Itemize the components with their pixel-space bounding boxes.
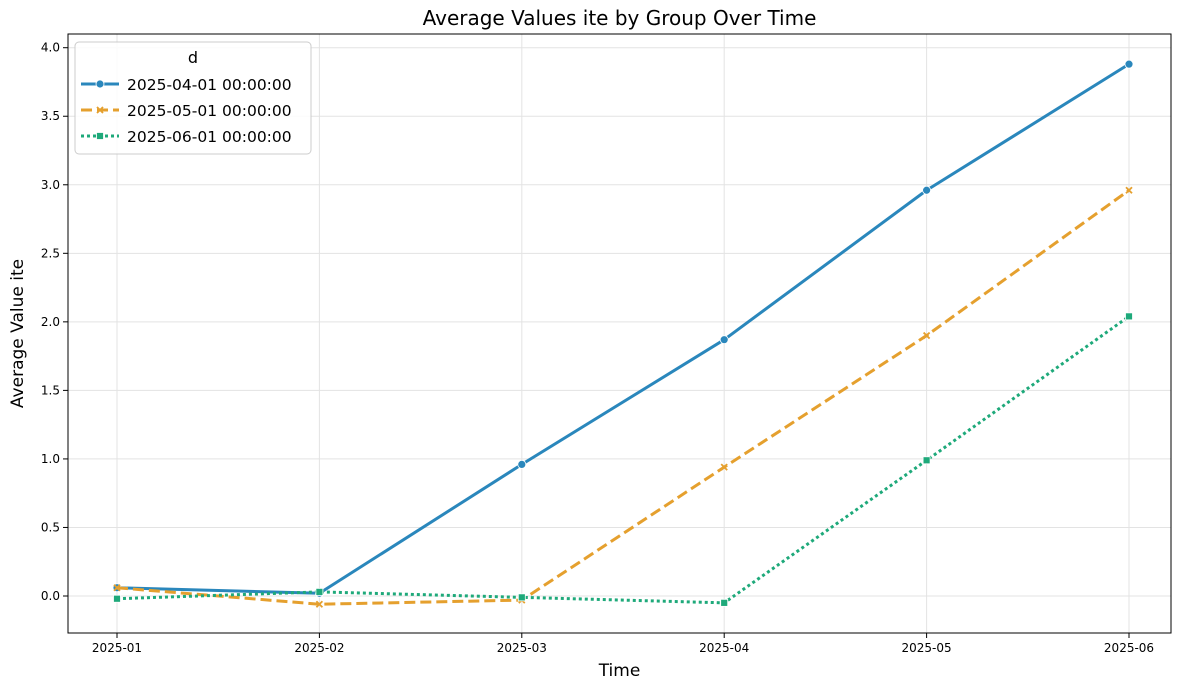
plot-frame <box>67 33 1172 634</box>
y-tick-label: 3.5 <box>41 109 60 123</box>
x-axis-label: Time <box>598 661 641 681</box>
legend-title: d <box>188 48 198 67</box>
data-point <box>720 463 728 471</box>
data-point <box>922 456 931 465</box>
data-point <box>720 598 729 607</box>
y-tick-label: 3.0 <box>41 178 60 192</box>
x-tick-label: 2025-03 <box>497 641 547 655</box>
data-point <box>315 587 324 596</box>
axis-layer: 0.0 0.5 1.0 1.5 2.0 2.5 3.0 3.5 4.0 2025-01 2025-0… <box>41 41 1154 655</box>
x-tick-label: 2025-04 <box>699 641 749 655</box>
legend-items: 2025-04-01 00:00:00 2025-05-01 00:00:00 20… <box>81 76 292 146</box>
legend-marker <box>96 106 104 114</box>
y-tick-label: 2.0 <box>41 315 60 329</box>
legend-marker <box>96 132 104 140</box>
data-point <box>922 331 931 340</box>
y-tick-label: 1.0 <box>41 452 60 466</box>
x-tick-label: 2025-02 <box>294 641 344 655</box>
data-point <box>719 335 729 345</box>
x-tick-label: 2025-05 <box>902 641 952 655</box>
legend: d 2025-04-01 00:00:00 2025-05-01 00:00:00… <box>74 41 312 155</box>
series-line-3 <box>116 315 1130 605</box>
y-tick-label: 1.5 <box>41 383 60 397</box>
data-point <box>113 584 121 592</box>
x-tick-label: 2025-06 <box>1104 641 1154 655</box>
series-layer <box>112 59 1134 608</box>
x-tick-label: 2025-01 <box>92 641 142 655</box>
legend-label: 2025-06-01 00:00:00 <box>127 128 292 146</box>
legend-box <box>74 41 312 155</box>
y-tick-label: 4.0 <box>41 41 60 55</box>
series-3 <box>113 312 1133 607</box>
data-point <box>517 593 526 602</box>
legend-item: 2025-05-01 00:00:00 <box>81 102 292 120</box>
series-line-2 <box>116 189 1130 606</box>
legend-item: 2025-06-01 00:00:00 <box>81 128 292 146</box>
legend-label: 2025-05-01 00:00:00 <box>127 102 292 120</box>
data-point <box>1125 312 1133 321</box>
series-2 <box>113 186 1133 608</box>
y-tick-label: 0.0 <box>41 589 60 603</box>
data-point <box>1124 59 1134 69</box>
y-axis-label: Average Value ite <box>8 259 28 408</box>
y-tick-label: 2.5 <box>41 246 60 260</box>
data-point <box>113 594 121 603</box>
y-tick-label: 0.5 <box>41 520 60 534</box>
data-point <box>1125 186 1133 194</box>
data-point <box>517 460 527 469</box>
chart-title: Average Values ite by Group Over Time <box>423 6 817 30</box>
legend-item: 2025-04-01 00:00:00 <box>81 76 292 94</box>
legend-marker <box>95 79 105 89</box>
legend-label: 2025-04-01 00:00:00 <box>127 76 292 94</box>
data-point <box>922 185 931 195</box>
data-point <box>315 600 324 608</box>
